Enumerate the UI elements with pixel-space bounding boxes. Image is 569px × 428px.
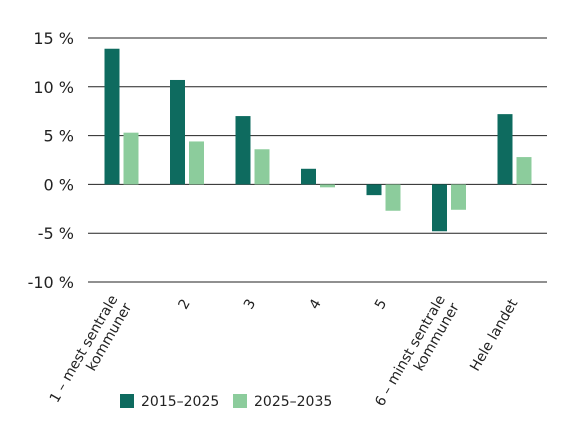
legend-label: 2015–2025 [141,394,219,410]
x-category-label: 4 [306,296,324,312]
bar-2 [320,184,335,188]
legend: 2015–2025 2025–2035 [120,394,332,410]
legend-label: 2025–2035 [254,394,332,410]
bar-1 [170,79,185,185]
y-tick-label: 15 % [33,29,74,48]
bars [104,48,532,232]
bar-2 [189,141,204,185]
legend-swatch [120,394,134,408]
x-category-label-line: 3 [241,297,259,313]
x-category-label-line: 5 [372,297,390,313]
y-tick-label: 0 % [44,175,74,194]
bar-1 [366,184,382,196]
y-tick-label: -10 % [28,273,74,292]
y-tick-label: -5 % [38,224,74,243]
bar-2 [516,157,532,185]
legend-swatch [233,394,247,408]
y-axis-ticks: 15 % 10 % 5 % 0 % -5 % -10 % [28,29,74,292]
x-category-label-line: 4 [306,296,324,312]
x-category-label: 3 [241,297,259,313]
bar-1 [235,116,251,185]
bar-1 [497,114,513,185]
gridlines [88,37,547,283]
x-category-label: Hele landet [467,296,521,374]
bar-1 [104,48,120,185]
x-category-label: 5 [372,297,390,313]
bar-2 [254,149,270,185]
y-tick-label: 10 % [33,78,74,97]
x-category-label-line: 2 [175,297,193,313]
bar-2 [385,184,401,211]
bar-2 [123,132,139,185]
bar-2 [451,184,466,210]
x-category-label-line: Hele landet [467,296,521,374]
bar-1 [301,168,316,185]
bar-1 [432,184,447,232]
y-tick-label: 5 % [44,127,74,146]
x-category-label: 2 [175,297,193,313]
